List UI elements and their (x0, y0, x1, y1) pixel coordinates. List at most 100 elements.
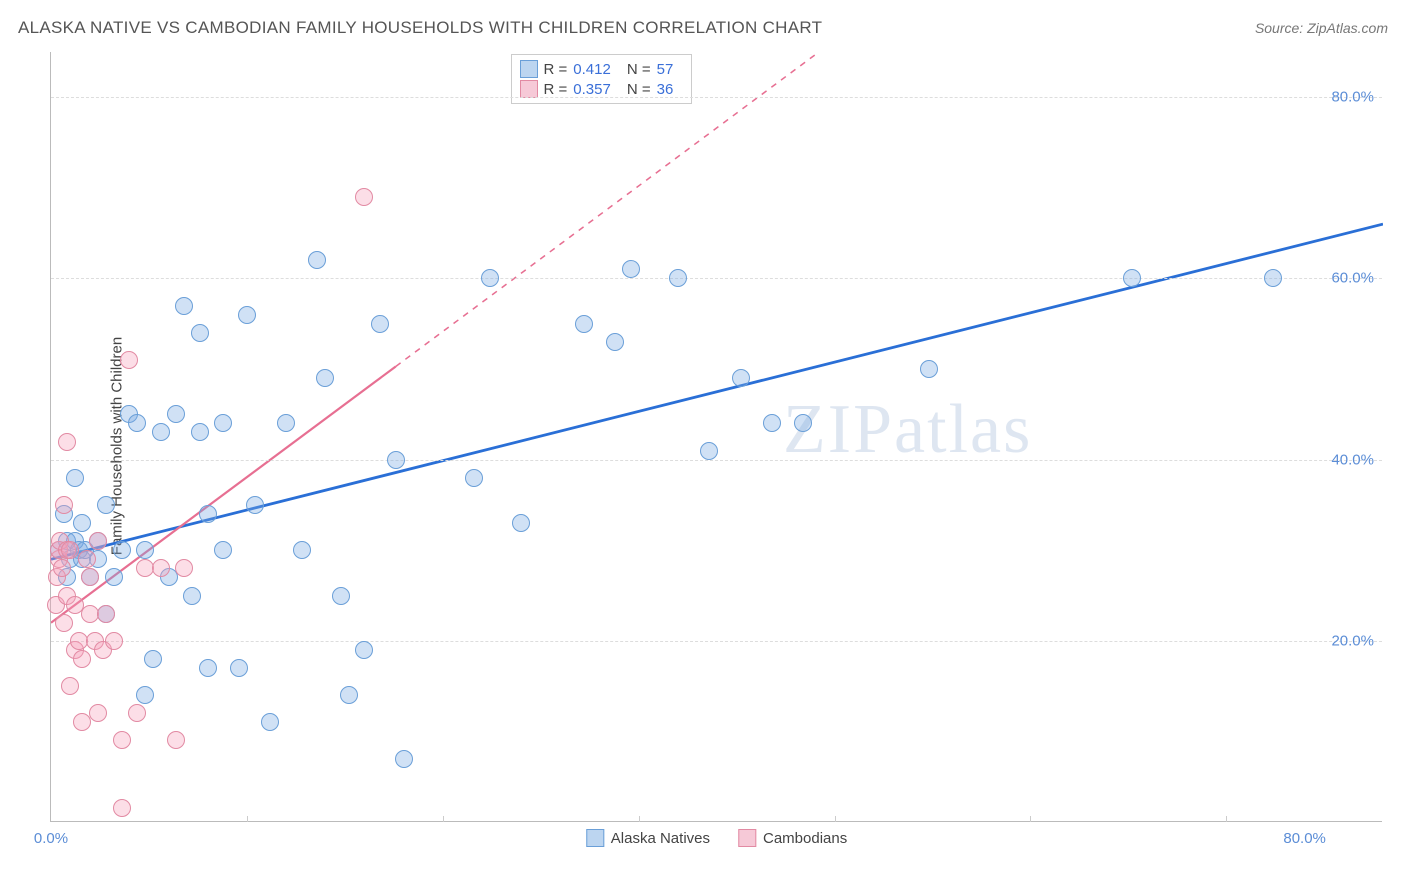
data-point (175, 559, 193, 577)
data-point (89, 532, 107, 550)
data-point (277, 414, 295, 432)
data-point (316, 369, 334, 387)
source-prefix: Source: (1255, 20, 1307, 36)
x-tick-mark (247, 816, 248, 822)
data-point (214, 541, 232, 559)
stat-r-value: 0.412 (573, 61, 611, 78)
data-point (128, 704, 146, 722)
data-point (113, 541, 131, 559)
data-point (199, 659, 217, 677)
data-point (700, 442, 718, 460)
data-point (732, 369, 750, 387)
data-point (78, 550, 96, 568)
data-point (371, 315, 389, 333)
data-point (113, 799, 131, 817)
data-point (81, 568, 99, 586)
legend-label: Cambodians (763, 830, 847, 847)
legend-swatch (738, 829, 756, 847)
data-point (794, 414, 812, 432)
data-point (1123, 269, 1141, 287)
x-tick-mark (835, 816, 836, 822)
data-point (152, 559, 170, 577)
data-point (61, 541, 79, 559)
data-point (512, 514, 530, 532)
scatter-plot: ZIPatlas R = 0.412N = 57R = 0.357N = 36 … (50, 52, 1382, 822)
data-point (230, 659, 248, 677)
data-point (136, 541, 154, 559)
data-point (66, 469, 84, 487)
data-point (136, 686, 154, 704)
stat-r-label: R = (544, 81, 568, 98)
data-point (1264, 269, 1282, 287)
legend-stats-row: R = 0.412 N = 57 (520, 59, 684, 79)
data-point (246, 496, 264, 514)
data-point (73, 650, 91, 668)
data-point (191, 324, 209, 342)
data-point (355, 188, 373, 206)
data-point (58, 433, 76, 451)
bottom-legend: Alaska Natives Cambodians (586, 829, 847, 847)
data-point (61, 677, 79, 695)
data-point (97, 605, 115, 623)
data-point (183, 587, 201, 605)
gridline-h (51, 460, 1382, 461)
data-point (340, 686, 358, 704)
legend-swatch (520, 60, 538, 78)
stat-r-value: 0.357 (573, 81, 611, 98)
legend-item: Alaska Natives (586, 829, 710, 847)
legend-swatch (586, 829, 604, 847)
data-point (128, 414, 146, 432)
trend-lines (51, 52, 1383, 822)
data-point (97, 496, 115, 514)
data-point (73, 514, 91, 532)
data-point (53, 559, 71, 577)
data-point (105, 632, 123, 650)
y-tick-label: 60.0% (1331, 270, 1374, 287)
data-point (55, 614, 73, 632)
x-tick-label: 80.0% (1283, 830, 1326, 847)
gridline-h (51, 278, 1382, 279)
y-tick-label: 20.0% (1331, 632, 1374, 649)
data-point (191, 423, 209, 441)
source-attribution: Source: ZipAtlas.com (1255, 20, 1388, 36)
data-point (395, 750, 413, 768)
watermark: ZIPatlas (783, 390, 1032, 470)
data-point (293, 541, 311, 559)
y-tick-label: 40.0% (1331, 451, 1374, 468)
data-point (606, 333, 624, 351)
data-point (105, 568, 123, 586)
data-point (214, 414, 232, 432)
gridline-h (51, 97, 1382, 98)
legend-stats-row: R = 0.357N = 36 (520, 79, 684, 99)
data-point (332, 587, 350, 605)
data-point (144, 650, 162, 668)
gridline-h (51, 641, 1382, 642)
stat-r-label: R = (544, 61, 568, 78)
stat-n-value: 57 (657, 61, 674, 78)
title-bar: ALASKA NATIVE VS CAMBODIAN FAMILY HOUSEH… (18, 14, 1388, 42)
data-point (465, 469, 483, 487)
legend-item: Cambodians (738, 829, 847, 847)
data-point (167, 405, 185, 423)
source-name: ZipAtlas.com (1307, 20, 1388, 36)
chart-title: ALASKA NATIVE VS CAMBODIAN FAMILY HOUSEH… (18, 18, 822, 38)
data-point (120, 351, 138, 369)
stat-n-label: N = (627, 81, 651, 98)
data-point (167, 731, 185, 749)
data-point (355, 641, 373, 659)
data-point (55, 496, 73, 514)
data-point (261, 713, 279, 731)
stat-n-label: N = (627, 61, 651, 78)
data-point (387, 451, 405, 469)
data-point (308, 251, 326, 269)
data-point (238, 306, 256, 324)
data-point (920, 360, 938, 378)
data-point (575, 315, 593, 333)
y-tick-label: 80.0% (1331, 89, 1374, 106)
data-point (622, 260, 640, 278)
data-point (669, 269, 687, 287)
data-point (199, 505, 217, 523)
data-point (763, 414, 781, 432)
legend-swatch (520, 80, 538, 98)
x-tick-mark (639, 816, 640, 822)
